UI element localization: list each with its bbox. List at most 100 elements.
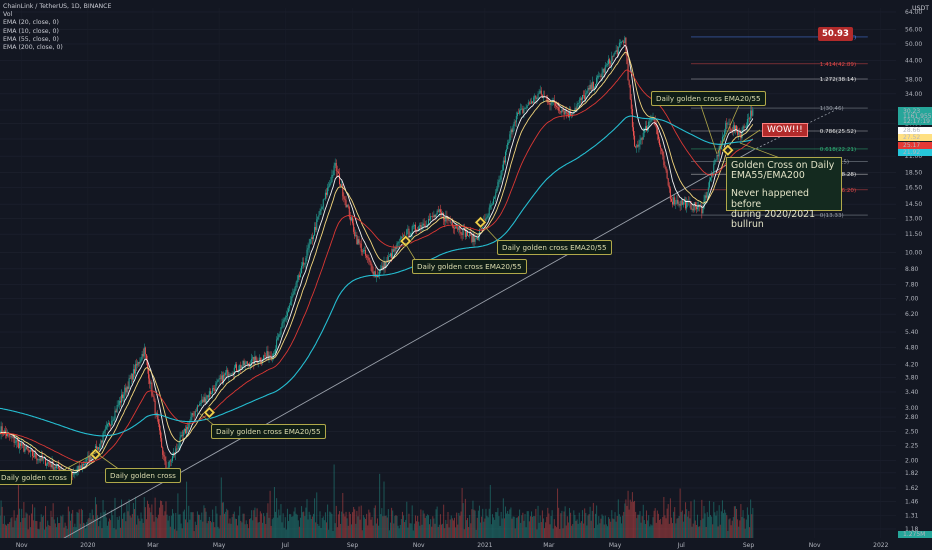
candle-body bbox=[614, 51, 616, 55]
candle-body bbox=[729, 123, 731, 130]
volume-bar bbox=[414, 515, 416, 538]
candle-body bbox=[641, 138, 643, 140]
volume-bar bbox=[112, 515, 114, 538]
volume-bar bbox=[410, 523, 412, 538]
volume-bar bbox=[181, 528, 183, 538]
candle-body bbox=[630, 99, 632, 109]
volume-bar bbox=[403, 515, 405, 538]
wow-badge: WOW!!! bbox=[762, 123, 808, 137]
candle-body bbox=[337, 171, 339, 174]
candle-body bbox=[148, 368, 150, 379]
volume-bar bbox=[350, 524, 352, 538]
candle-body bbox=[230, 373, 232, 375]
candle-body bbox=[160, 430, 162, 439]
candle-body bbox=[624, 37, 626, 44]
candle-body bbox=[578, 100, 580, 103]
volume-bar bbox=[144, 507, 146, 538]
time-tick-label: 2021 bbox=[477, 542, 492, 549]
volume-bar bbox=[158, 507, 160, 538]
indicator-ema55[interactable]: EMA (55, close, 0) bbox=[3, 35, 59, 43]
volume-bar bbox=[369, 512, 371, 538]
volume-bar bbox=[431, 526, 433, 538]
volume-bar bbox=[279, 515, 281, 538]
volume-bar bbox=[271, 519, 273, 538]
candle-body bbox=[374, 271, 376, 277]
volume-bar bbox=[638, 514, 640, 538]
volume-bar bbox=[292, 516, 294, 538]
volume-bar bbox=[153, 521, 155, 538]
volume-bar bbox=[678, 516, 680, 538]
volume-bar bbox=[489, 484, 491, 538]
volume-bar bbox=[679, 488, 681, 538]
volume-bar bbox=[442, 523, 444, 538]
volume-bar bbox=[97, 515, 99, 538]
candle-body bbox=[176, 448, 178, 450]
time-axis[interactable]: Nov 2020 Mar May Jul Sep Nov 2021 Mar May Jul Sep No… bbox=[0, 538, 932, 550]
volume-bar bbox=[589, 506, 591, 538]
candle-body bbox=[209, 391, 211, 394]
volume-bar bbox=[592, 502, 594, 538]
candle-body bbox=[7, 432, 9, 436]
volume-bar bbox=[710, 515, 712, 538]
candle-body bbox=[157, 419, 159, 425]
volume-bar bbox=[443, 504, 445, 538]
candle-body bbox=[394, 246, 396, 252]
volume-bar bbox=[375, 523, 377, 538]
candle-body bbox=[370, 262, 372, 266]
candle-body bbox=[500, 170, 502, 180]
volume-bar bbox=[566, 516, 568, 538]
volume-bar bbox=[93, 518, 95, 538]
volume-bar bbox=[373, 507, 375, 538]
candle-body bbox=[23, 444, 25, 452]
volume-bar bbox=[467, 517, 469, 538]
indicator-ema200[interactable]: EMA (200, close, 0) bbox=[3, 44, 63, 52]
candle-body bbox=[609, 59, 611, 64]
candle-body bbox=[634, 135, 636, 147]
candle-body bbox=[685, 201, 687, 209]
volume-bar bbox=[155, 516, 157, 538]
candle-body bbox=[502, 160, 504, 170]
indicator-ema10[interactable]: EMA (10, close, 0) bbox=[3, 27, 59, 35]
volume-bar bbox=[297, 520, 299, 538]
volume-bar bbox=[113, 528, 115, 538]
price-tick-label: 4.80 bbox=[905, 344, 919, 351]
volume-bar bbox=[408, 513, 410, 538]
candle-body bbox=[706, 192, 708, 198]
candle-body bbox=[111, 420, 113, 426]
volume-bar bbox=[749, 527, 751, 538]
volume-bar bbox=[326, 522, 328, 538]
volume-bar bbox=[669, 498, 671, 538]
volume-bar bbox=[123, 513, 125, 538]
candle-body bbox=[310, 237, 312, 240]
candle-body bbox=[199, 403, 201, 406]
candle-body bbox=[474, 238, 476, 242]
volume-bar bbox=[627, 490, 629, 538]
volume-bar bbox=[449, 519, 451, 538]
indicator-ema20[interactable]: EMA (20, close, 0) bbox=[3, 19, 59, 27]
volume-bar bbox=[629, 499, 631, 538]
volume-bar bbox=[523, 520, 525, 538]
connector-gc-2020-jan bbox=[98, 454, 121, 471]
volume-bar bbox=[242, 513, 244, 538]
candle-body bbox=[400, 237, 402, 239]
volume-bar bbox=[539, 515, 541, 538]
price-tick-label: 7.00 bbox=[905, 295, 919, 302]
volume-bar bbox=[640, 522, 642, 538]
volume-bar bbox=[588, 514, 590, 538]
candle-body bbox=[340, 184, 342, 187]
candle-body bbox=[524, 108, 526, 110]
volume-bar bbox=[111, 509, 113, 538]
volume-bar bbox=[244, 524, 246, 538]
volume-bar bbox=[89, 512, 91, 538]
candle-body bbox=[48, 462, 50, 464]
candle-body bbox=[138, 362, 140, 364]
volume-bar bbox=[11, 517, 13, 538]
fib-level-label: 0.786(25.52) bbox=[820, 129, 856, 135]
candle-body bbox=[139, 361, 141, 364]
candle-body bbox=[321, 206, 323, 210]
volume-bar bbox=[601, 514, 603, 538]
volume-bar bbox=[531, 511, 533, 538]
volume-bar bbox=[420, 509, 422, 538]
volume-bar bbox=[740, 504, 742, 538]
